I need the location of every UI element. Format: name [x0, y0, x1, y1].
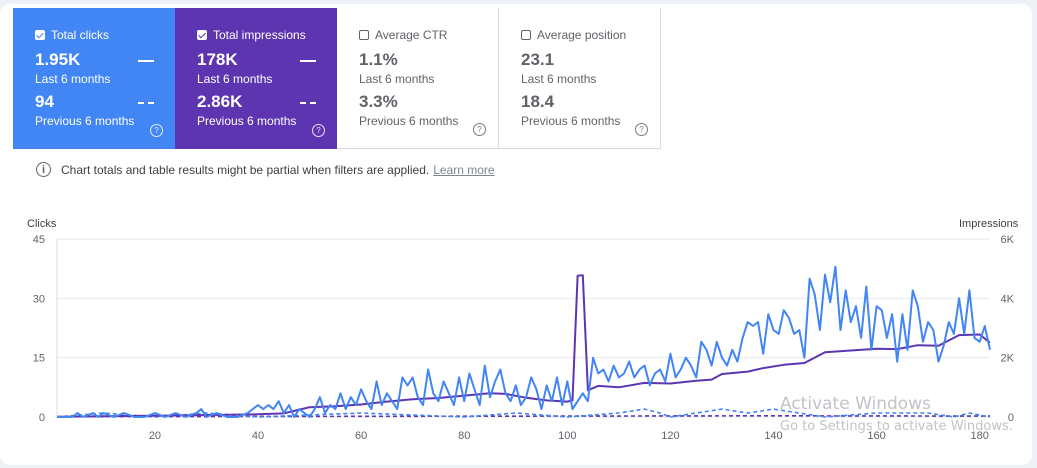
y-right-tick-label: 4K [1001, 293, 1015, 305]
x-tick-label: 100 [558, 430, 576, 442]
metric-current-period: Last 6 months [359, 72, 435, 86]
x-tick-label: 160 [867, 430, 885, 442]
checkbox-unchecked-icon[interactable] [521, 30, 531, 40]
metric-label: Total impressions [213, 28, 306, 42]
metric-average-position[interactable]: Average position 23.1 Last 6 months 18.4… [499, 8, 661, 149]
y-left-axis-title: Clicks [27, 218, 57, 230]
metric-current-period: Last 6 months [197, 72, 273, 86]
solid-line-legend-icon [300, 60, 316, 62]
y-left-tick-label: 0 [39, 412, 45, 424]
x-tick-label: 120 [661, 430, 679, 442]
metric-current-value: 178K [197, 50, 238, 69]
x-tick-label: 80 [458, 430, 470, 442]
metric-label: Average position [537, 28, 627, 42]
windows-activation-subtitle: Go to Settings to activate Windows. [780, 419, 1013, 434]
y-right-axis-title: Impressions [959, 218, 1019, 230]
help-icon[interactable]: ? [150, 124, 163, 137]
metric-previous-value: 2.86K [197, 92, 243, 111]
x-tick-label: 180 [971, 430, 989, 442]
series-line-total-impressions [56, 274, 991, 418]
dashed-line-legend-icon [300, 102, 316, 104]
checkbox-checked-icon[interactable] [197, 30, 207, 40]
metric-total-clicks[interactable]: Total clicks 1.95K Last 6 months 94 Prev… [13, 8, 175, 149]
metric-previous-period: Previous 6 months [521, 114, 621, 128]
checkbox-unchecked-icon[interactable] [359, 30, 369, 40]
metric-current-period: Last 6 months [35, 72, 111, 86]
metric-current-value: 1.1% [359, 50, 398, 69]
windows-activation-title: Activate Windows [780, 394, 931, 414]
x-tick-label: 140 [764, 430, 782, 442]
y-right-tick-label: 2K [1001, 353, 1015, 365]
metric-previous-value: 94 [35, 92, 54, 111]
metric-tabs: Total clicks 1.95K Last 6 months 94 Prev… [13, 8, 661, 149]
help-icon[interactable]: ? [635, 123, 648, 136]
notice-text: Chart totals and table results might be … [61, 162, 430, 177]
metric-label: Average CTR [375, 28, 448, 42]
partial-results-notice: i Chart totals and table results might b… [36, 162, 495, 177]
y-left-tick-label: 30 [33, 293, 45, 305]
series-line-total-clicks [57, 265, 991, 418]
learn-more-link[interactable]: Learn more [433, 162, 495, 177]
metric-label: Total clicks [51, 28, 110, 42]
metric-previous-value: 18.4 [521, 92, 555, 111]
metric-previous-period: Previous 6 months [359, 114, 459, 128]
metric-average-ctr[interactable]: Average CTR 1.1% Last 6 months 3.3% Prev… [337, 8, 499, 149]
metric-current-value: 23.1 [521, 50, 555, 69]
x-tick-label: 60 [355, 430, 367, 442]
y-right-tick-label: 6K [1001, 234, 1015, 246]
metric-previous-period: Previous 6 months [35, 114, 135, 128]
y-right-tick-label: 0 [1008, 412, 1014, 424]
solid-line-legend-icon [138, 60, 154, 62]
checkbox-checked-icon[interactable] [35, 30, 45, 40]
y-left-tick-label: 45 [33, 234, 45, 246]
x-tick-label: 20 [149, 430, 161, 442]
metric-current-value: 1.95K [35, 50, 81, 69]
metric-previous-value: 3.3% [359, 92, 398, 111]
info-icon: i [36, 162, 51, 177]
dashed-line-legend-icon [138, 102, 154, 104]
metric-total-impressions[interactable]: Total impressions 178K Last 6 months 2.8… [175, 8, 337, 149]
y-left-tick-label: 15 [33, 353, 45, 365]
metric-current-period: Last 6 months [521, 72, 597, 86]
metric-previous-period: Previous 6 months [197, 114, 297, 128]
help-icon[interactable]: ? [312, 124, 325, 137]
help-icon[interactable]: ? [473, 123, 486, 136]
x-tick-label: 40 [252, 430, 264, 442]
